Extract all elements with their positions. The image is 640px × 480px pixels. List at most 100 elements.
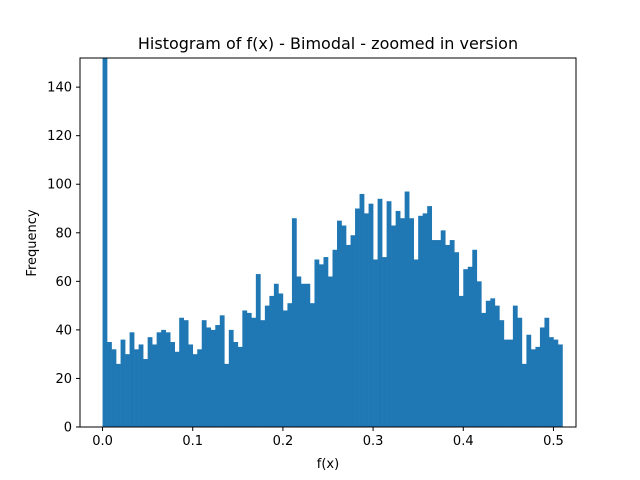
histogram-bar (179, 317, 185, 427)
histogram-bar (539, 327, 545, 427)
histogram-bar (246, 312, 252, 427)
histogram-bar (219, 315, 225, 427)
histogram-bar (359, 193, 365, 427)
histogram-bar (210, 329, 216, 427)
histogram-bar (512, 305, 518, 427)
histogram-bar (165, 332, 171, 427)
histogram-bar (346, 244, 351, 427)
histogram-bar (129, 332, 135, 427)
histogram-bar (188, 344, 194, 427)
histogram-bar (458, 295, 464, 427)
histogram-bar (400, 218, 405, 427)
histogram-bar (503, 339, 509, 427)
histogram-bar (183, 320, 189, 427)
histogram-bar (107, 342, 112, 427)
histogram-bar (355, 208, 360, 427)
histogram-bar (273, 283, 279, 427)
histogram-bar (553, 339, 559, 427)
histogram-bar (309, 303, 315, 427)
histogram-bar (116, 363, 121, 427)
bars-group (102, 58, 563, 427)
histogram-bar (494, 305, 500, 427)
histogram-bar (264, 305, 270, 427)
histogram-bar (395, 210, 401, 427)
histogram-bar (305, 283, 311, 427)
histogram-bar (300, 283, 306, 427)
histogram-bar (332, 249, 338, 427)
histogram-bar (490, 298, 496, 427)
chart-title: Histogram of f(x) - Bimodal - zoomed in … (138, 34, 518, 53)
histogram-bar (152, 344, 157, 427)
histogram-bar (377, 198, 383, 427)
y-axis-label: Frequency (25, 209, 40, 276)
histogram-bar (431, 240, 437, 427)
histogram-bar (472, 249, 478, 427)
histogram-bar (201, 320, 207, 427)
histogram-bar (467, 266, 473, 427)
histogram-bar (557, 344, 563, 427)
histogram-bar (350, 235, 356, 427)
histogram-bar (521, 363, 527, 427)
histogram-bar (548, 337, 554, 427)
histogram-bar (436, 240, 442, 427)
histogram-bar (102, 58, 108, 427)
x-axis: 0.0 0.1 0.2 0.3 0.4 0.5 (92, 427, 564, 449)
histogram-bar (224, 363, 230, 427)
y-axis: 0 20 40 60 80 100 120 140 (47, 81, 80, 436)
histogram-bar (156, 332, 162, 427)
y-tick-label: 20 (55, 372, 72, 387)
histogram-bar (499, 320, 505, 427)
histogram-bar (192, 354, 198, 427)
histogram-bar (535, 346, 541, 427)
histogram-bar (409, 218, 414, 427)
histogram-bar (291, 218, 297, 427)
x-tick-label: 0.3 (363, 434, 384, 449)
histogram-bar (476, 281, 482, 427)
histogram-bar (544, 317, 550, 427)
histogram-bar (138, 344, 144, 427)
histogram-bar (134, 349, 139, 427)
histogram-bar (368, 203, 374, 427)
x-tick-label: 0.5 (543, 434, 564, 449)
histogram-bar (337, 220, 342, 427)
histogram-bar (318, 264, 324, 427)
x-tick-label: 0.0 (92, 434, 113, 449)
histogram-bar (391, 225, 396, 427)
histogram-bar (373, 259, 378, 427)
histogram-bar (296, 276, 302, 427)
histogram-bar (233, 342, 239, 427)
y-tick-label: 100 (47, 178, 72, 193)
histogram-bar (427, 206, 433, 427)
histogram-bar (228, 329, 234, 427)
histogram-bar (422, 213, 428, 427)
histogram-bar (161, 329, 166, 427)
y-tick-label: 80 (55, 226, 72, 241)
x-tick-label: 0.1 (182, 434, 203, 449)
histogram-bar (481, 312, 487, 427)
histogram-bar (418, 215, 423, 427)
histogram-bar (382, 257, 387, 427)
y-tick-label: 0 (64, 421, 72, 436)
histogram-bar (215, 325, 221, 427)
histogram-bar (125, 354, 130, 427)
histogram-bar (282, 310, 288, 427)
y-tick-label: 60 (55, 275, 72, 290)
histogram-bar (445, 244, 451, 427)
histogram-bar (147, 337, 153, 427)
histogram-bar (328, 276, 333, 427)
y-tick-label: 140 (47, 81, 72, 96)
histogram-bar (364, 213, 369, 427)
histogram-bar (341, 225, 347, 427)
histogram-bar (517, 317, 523, 427)
histogram-bar (278, 293, 284, 427)
histogram-bar (440, 230, 446, 427)
histogram-bar (463, 269, 469, 427)
histogram-bar (287, 303, 293, 427)
histogram-bar (413, 259, 419, 427)
histogram-bar (111, 349, 117, 427)
histogram-bar (269, 295, 275, 427)
histogram-bar (120, 339, 126, 427)
histogram-bar (404, 191, 410, 427)
x-tick-label: 0.2 (273, 434, 294, 449)
histogram-bar (386, 201, 392, 427)
